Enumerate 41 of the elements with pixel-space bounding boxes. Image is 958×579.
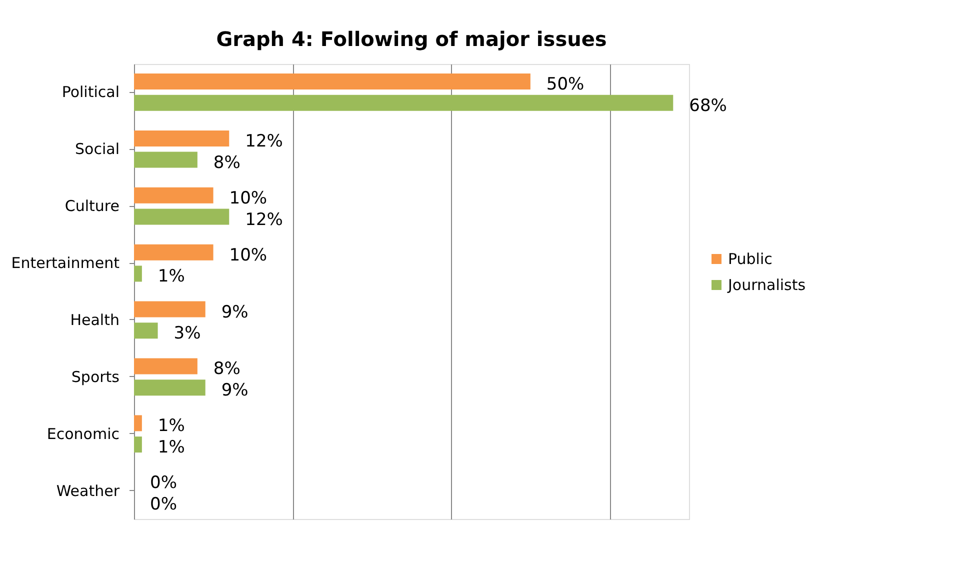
bar: [134, 301, 206, 318]
chart-title: Graph 4: Following of major issues: [216, 27, 607, 51]
data-label: 1%: [158, 266, 185, 287]
legend-label: Public: [728, 250, 772, 268]
data-label: 50%: [546, 74, 584, 95]
y-tick-label: Weather: [56, 482, 120, 500]
data-label: 9%: [221, 380, 248, 401]
data-label: 0%: [150, 473, 177, 494]
data-label: 8%: [213, 359, 240, 380]
y-tick-label: Health: [70, 310, 120, 329]
data-label: 0%: [150, 494, 177, 514]
y-tick-label: Sports: [71, 368, 120, 386]
bar: [134, 322, 158, 339]
bar: [134, 244, 214, 260]
bar: [134, 130, 230, 146]
bar: [134, 436, 142, 453]
bar: [134, 208, 230, 225]
y-tick-label: Political: [62, 83, 120, 102]
data-label: 10%: [229, 245, 268, 266]
bar: [134, 380, 206, 396]
legend-label: Journalists: [727, 276, 806, 294]
data-label: 12%: [245, 131, 283, 152]
data-label: 68%: [689, 96, 727, 116]
bar: [134, 415, 142, 432]
bar: [134, 74, 530, 90]
data-label: 3%: [174, 324, 201, 344]
bar: [134, 266, 142, 282]
data-label: 12%: [245, 210, 283, 230]
bar: [134, 358, 198, 374]
y-tick-label: Entertainment: [11, 254, 120, 272]
data-label: 1%: [158, 438, 185, 458]
y-tick-label: Economic: [46, 424, 120, 443]
y-tick-label: Social: [75, 140, 120, 158]
bar: [134, 187, 214, 204]
data-label: 1%: [158, 416, 185, 436]
data-label: 9%: [221, 302, 248, 322]
data-label: 10%: [229, 188, 268, 208]
bar: [134, 152, 198, 168]
bar: [134, 94, 674, 111]
y-tick-label: Culture: [64, 197, 120, 216]
data-label: 8%: [213, 152, 240, 173]
